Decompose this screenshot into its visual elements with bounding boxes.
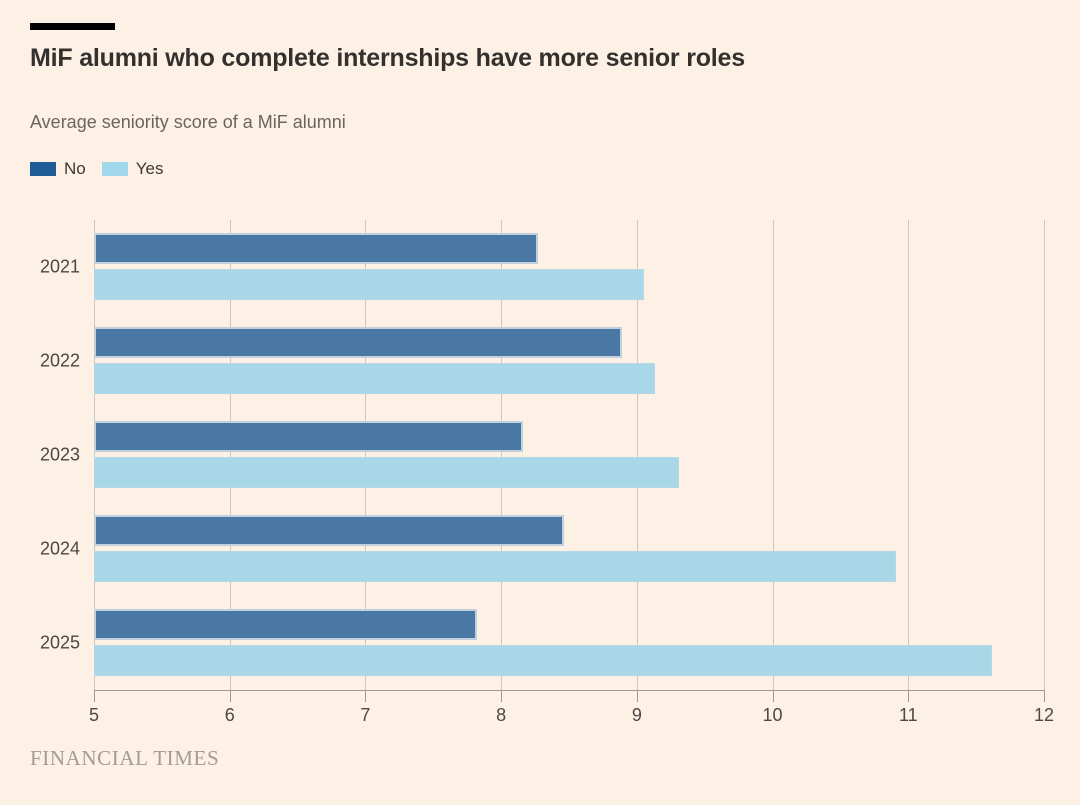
bar-2023-yes [94, 457, 679, 488]
x-tick-label: 7 [360, 705, 371, 725]
bar-2024-no [94, 515, 564, 546]
chart-title: MiF alumni who complete internships have… [30, 44, 745, 72]
bar-group-2021 [94, 220, 1044, 314]
gridline [772, 220, 774, 690]
bar-2021-no [94, 233, 538, 264]
x-tick-label: 8 [496, 705, 507, 725]
x-tick-label: 9 [631, 705, 642, 725]
bar-group-2022 [94, 314, 1044, 408]
axis-tick [908, 690, 910, 702]
bar-2021-yes [94, 269, 644, 300]
bar-2025-yes [94, 645, 993, 676]
axis-tick [1044, 690, 1045, 702]
ft-brand: FINANCIAL TIMES [30, 746, 220, 770]
legend-swatch-yes [101, 162, 128, 176]
bar-2025-no [94, 609, 477, 640]
x-tick-label: 5 [88, 705, 100, 725]
axis-tick [772, 690, 774, 702]
gridline [908, 220, 910, 690]
legend-swatch-no [30, 162, 56, 176]
bar-2022-no [94, 327, 622, 358]
axis-tick [94, 690, 95, 702]
bar-group-2025 [94, 596, 1044, 690]
year-label-2024: 2024 [39, 538, 80, 559]
gridline [94, 220, 95, 690]
year-label-2021: 2021 [39, 256, 80, 277]
axis-tick [636, 690, 638, 702]
legend-item-yes: Yes [101, 159, 164, 179]
axis-tick [229, 690, 231, 702]
x-tick-label: 10 [762, 705, 783, 725]
x-axis-line [94, 690, 1045, 691]
axis-tick [365, 690, 367, 702]
year-label-2025: 2025 [39, 632, 80, 653]
bar-group-2023 [94, 408, 1044, 502]
chart-legend: No Yes [30, 159, 163, 179]
ft-top-rule [30, 23, 115, 30]
gridline [365, 220, 367, 690]
year-label-2023: 2023 [39, 444, 80, 465]
x-tick-label: 6 [224, 705, 235, 725]
bar-2024-yes [94, 551, 897, 582]
year-label-2022: 2022 [39, 350, 80, 371]
bar-group-2024 [94, 502, 1044, 596]
plot-area [94, 220, 1045, 690]
gridline [229, 220, 231, 690]
chart-subtitle: Average seniority score of a MiF alumni [30, 112, 346, 132]
legend-label-yes: Yes [135, 159, 164, 178]
x-tick-label: 12 [1033, 705, 1055, 725]
gridline [1044, 220, 1045, 690]
legend-item-no: No [30, 159, 86, 179]
bar-2022-yes [94, 363, 655, 394]
gridline [501, 220, 503, 690]
bar-2023-no [94, 421, 523, 452]
axis-tick [501, 690, 503, 702]
gridline [636, 220, 638, 690]
x-tick-label: 11 [898, 705, 918, 725]
legend-label-no: No [64, 159, 86, 178]
